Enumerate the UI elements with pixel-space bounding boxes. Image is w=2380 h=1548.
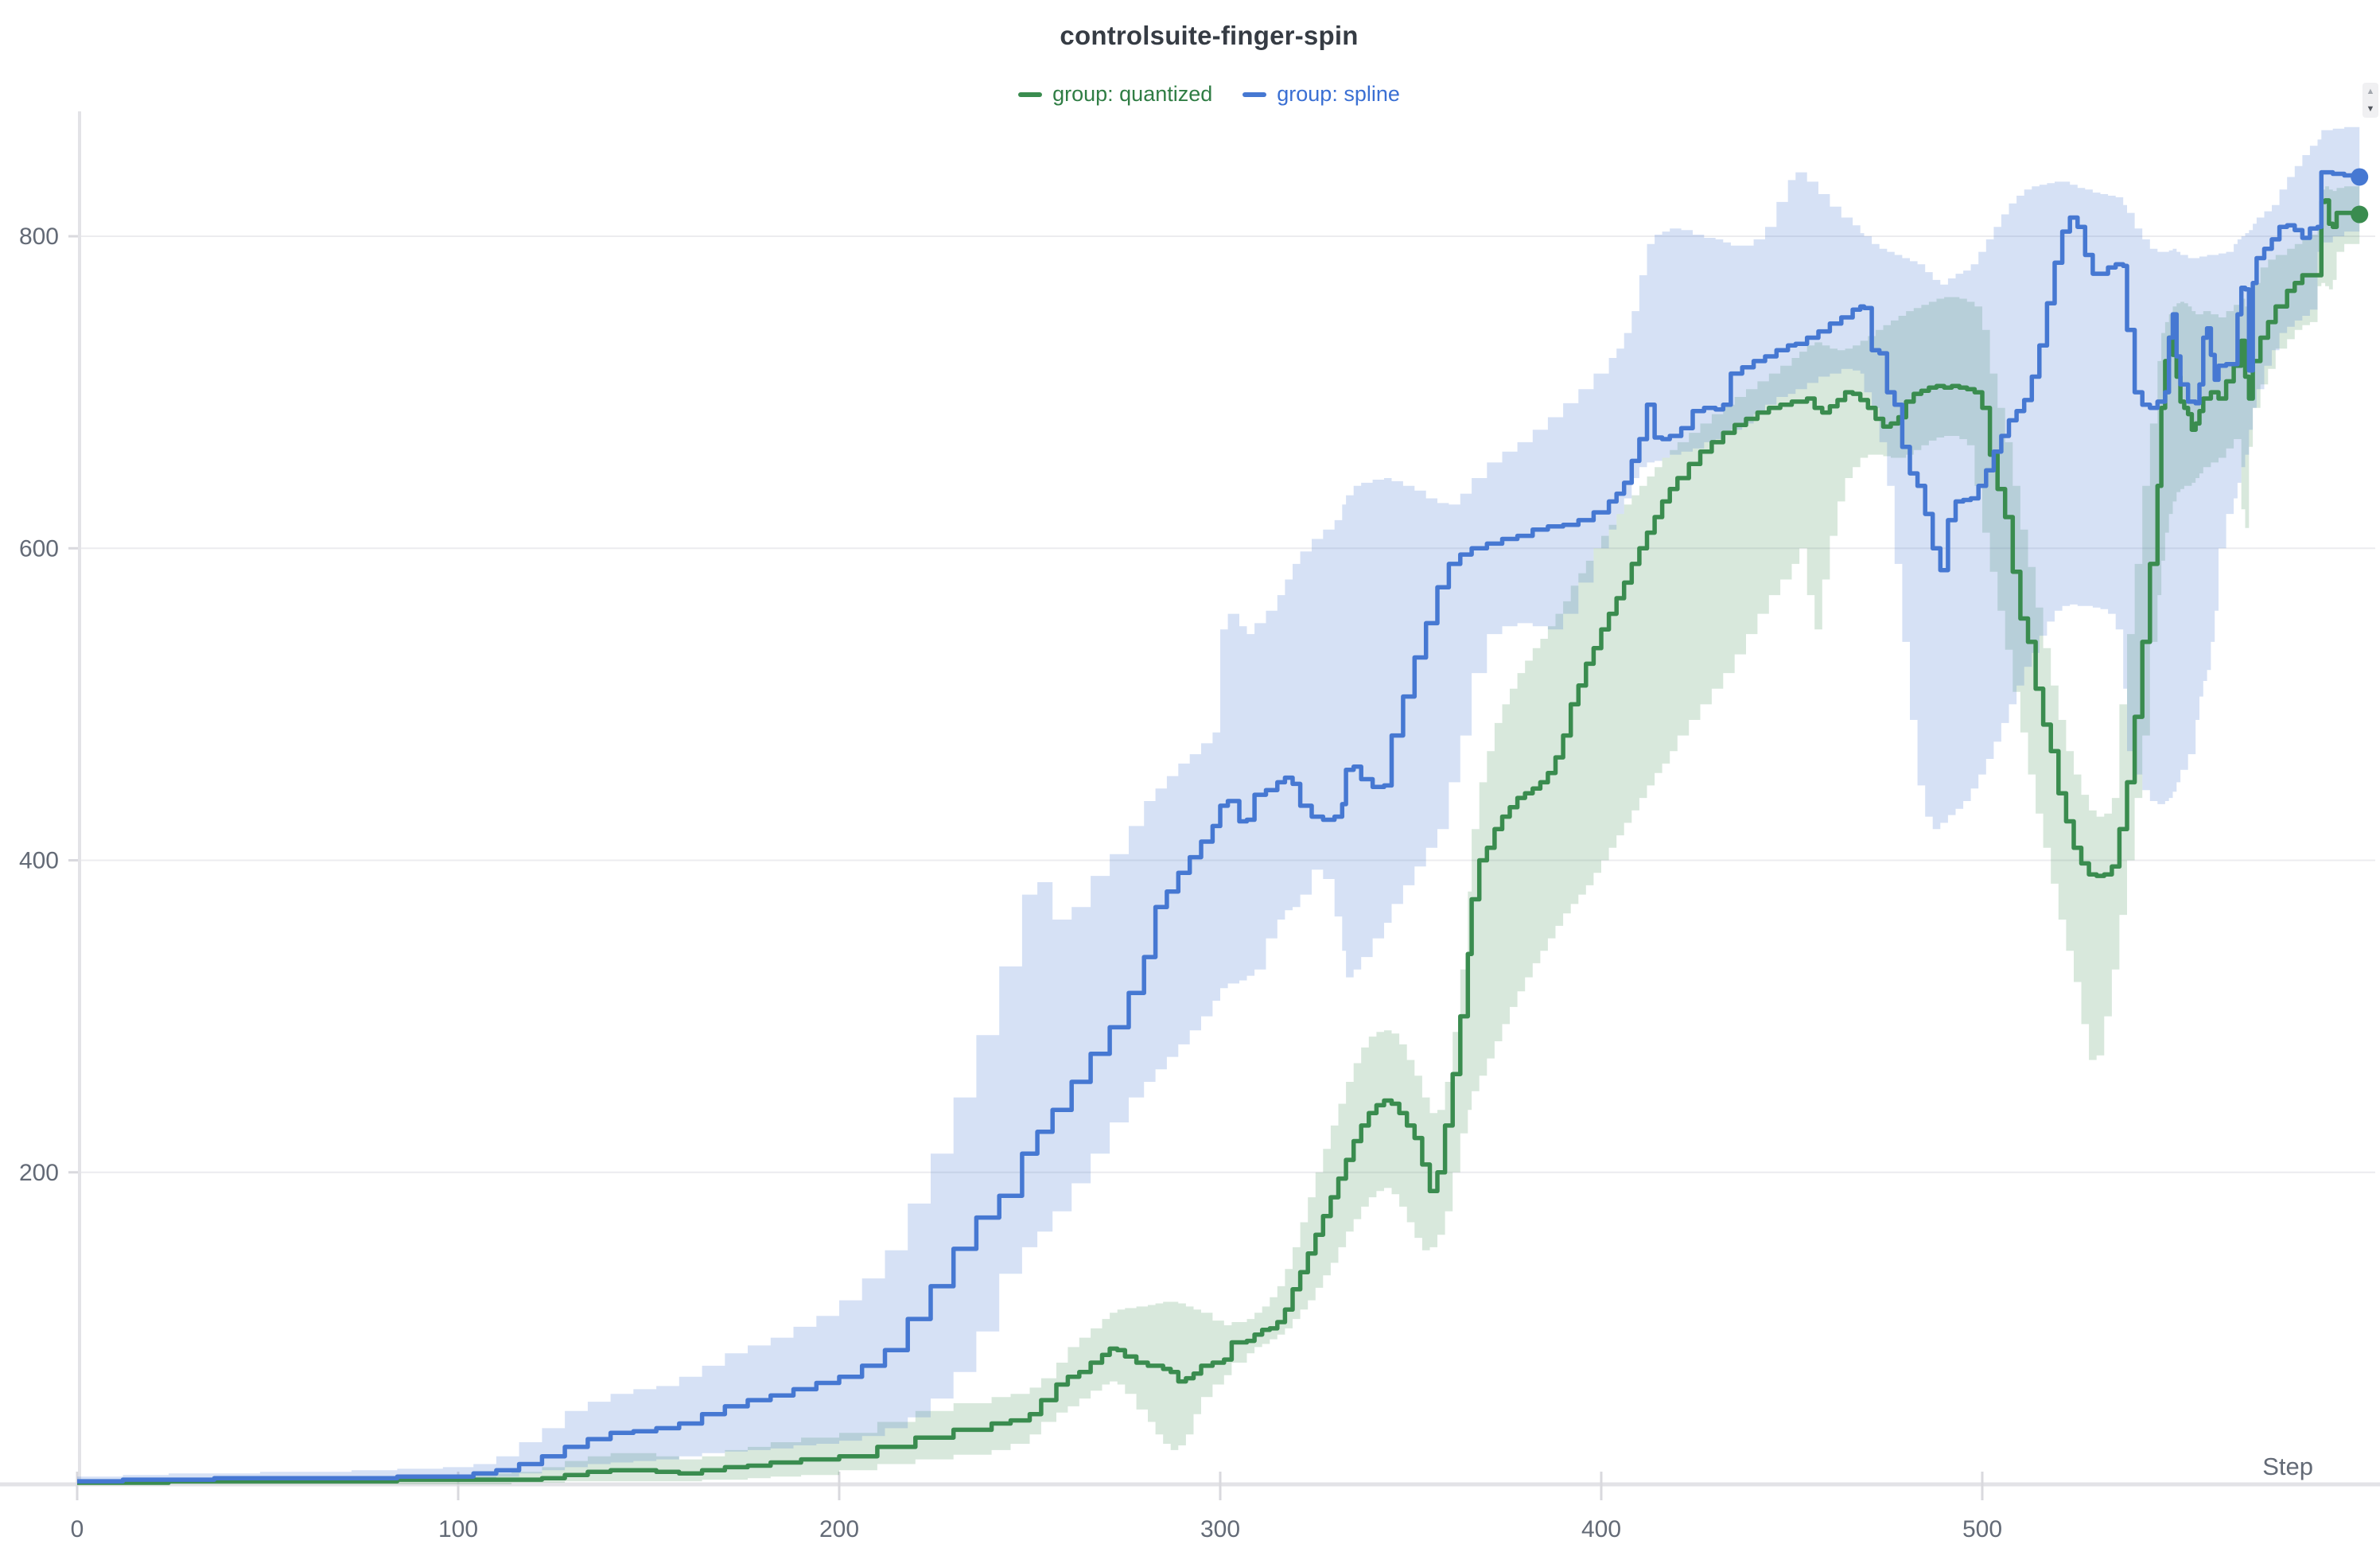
y-tick-label: 800 [19, 224, 59, 250]
series-line-quantized[interactable] [77, 198, 2362, 1485]
panel-stepper: ▲ ▼ [2362, 83, 2378, 118]
series-end-dot-spline[interactable] [2351, 168, 2369, 186]
series-line-spline[interactable] [77, 169, 2362, 1484]
x-axis-label: Step [2262, 1453, 2313, 1480]
x-tick-label: 0 [71, 1516, 84, 1542]
series-band-quantized [77, 186, 2360, 1485]
legend-item-quantized[interactable]: group: quantized [1018, 82, 1212, 107]
stepper-down-button[interactable]: ▼ [2362, 104, 2378, 114]
x-tick-label: 400 [1581, 1516, 1621, 1542]
legend-label-quantized: group: quantized [1052, 82, 1213, 106]
x-tick-label: 200 [819, 1516, 859, 1542]
x-tick-label: 500 [1962, 1516, 2002, 1542]
x-tick-label: 100 [438, 1516, 478, 1542]
series-end-dot-quantized[interactable] [2351, 205, 2369, 224]
y-tick-label: 600 [19, 535, 59, 562]
legend-label-spline: group: spline [1277, 82, 1400, 106]
stepper-up-button[interactable]: ▲ [2362, 87, 2378, 96]
legend-swatch-spline-icon [1242, 91, 1267, 97]
y-tick-label: 400 [19, 848, 59, 874]
legend-item-spline[interactable]: group: spline [1242, 82, 1400, 107]
legend-swatch-quantized-icon [1018, 91, 1043, 97]
chart-legend: group: quantized group: spline [0, 82, 2380, 107]
x-tick-label: 300 [1200, 1516, 1240, 1542]
y-tick-label: 200 [19, 1160, 59, 1186]
